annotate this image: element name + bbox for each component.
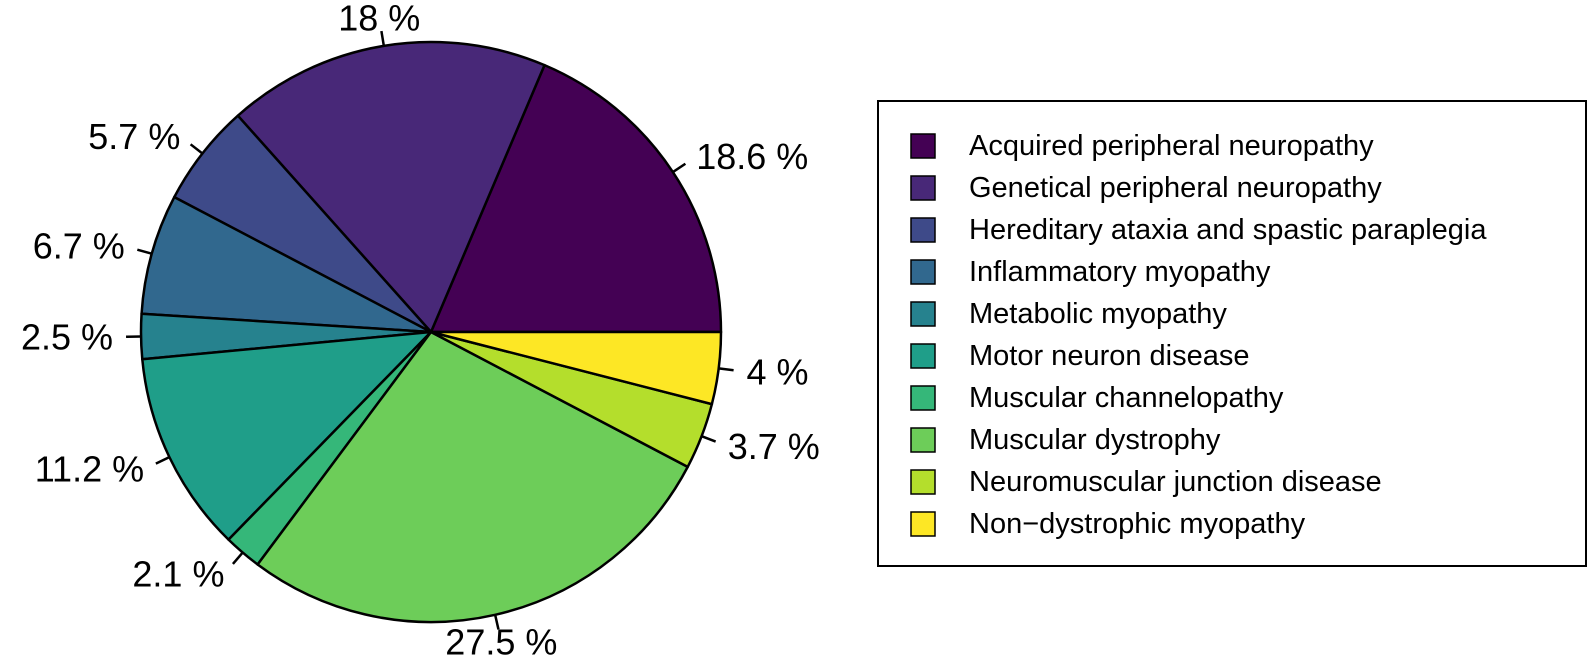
- pie-percent-label-10: 4 %: [746, 351, 808, 392]
- pie-percent-label-7: 2.1 %: [132, 553, 224, 594]
- legend-swatch-5: [910, 301, 936, 327]
- legend-swatch-9: [910, 469, 936, 495]
- legend-label-9: Neuromuscular junction disease: [969, 466, 1382, 498]
- legend-swatch-7: [910, 385, 936, 411]
- legend-box: [877, 100, 1587, 567]
- pie-tick-7: [231, 551, 244, 565]
- legend-label-4: Inflammatory myopathy: [969, 256, 1271, 288]
- legend-label-3: Hereditary ataxia and spastic paraplegia: [969, 214, 1487, 246]
- legend-label-5: Metabolic myopathy: [969, 298, 1227, 330]
- legend-label-1: Acquired peripheral neuropathy: [969, 130, 1374, 162]
- pie-percent-label-1: 18.6 %: [696, 136, 808, 177]
- legend-swatch-4: [910, 259, 936, 285]
- pie-tick-9: [701, 435, 717, 443]
- legend-swatch-1: [910, 133, 936, 159]
- pie-percent-label-8: 27.5 %: [445, 622, 557, 663]
- pie-percent-labels: 18.6 % 18 % 5.7 % 6.7 % 2.5 % 11.2 % 2.1 % 27.5…: [21, 0, 820, 663]
- pie-slice-2: [236, 40, 546, 334]
- legend-swatch-6: [910, 343, 936, 369]
- legend-swatch-8: [910, 427, 936, 453]
- pie-tick-10: [718, 367, 734, 372]
- legend-label-10: Non−dystrophic myopathy: [969, 508, 1306, 540]
- pie-slices: [139, 40, 723, 624]
- pie-tick-1: [672, 162, 687, 174]
- pie-tick-2: [380, 30, 386, 47]
- legend-label-2: Genetical peripheral neuropathy: [969, 172, 1382, 204]
- pie-percent-label-5: 2.5 %: [21, 316, 113, 357]
- pie-slice-4: [140, 195, 433, 334]
- pie-percent-label-9: 3.7 %: [728, 426, 820, 467]
- legend-label-8: Muscular dystrophy: [969, 424, 1221, 456]
- pie-label-ticks: [126, 30, 734, 630]
- pie-percent-label-6: 11.2 %: [35, 449, 144, 490]
- legend-swatch-10: [910, 511, 936, 537]
- pie-slice-8: [256, 330, 689, 624]
- pie-tick-8: [493, 614, 500, 630]
- pie-slice-6: [141, 330, 433, 541]
- legend-label-7: Muscular channelopathy: [969, 382, 1284, 414]
- pie-tick-6: [155, 455, 170, 465]
- legend-items: Acquired peripheral neuropathy Genetical …: [910, 130, 1487, 540]
- pie-percent-label-4: 6.7 %: [33, 226, 125, 267]
- legend: Acquired peripheral neuropathy Genetical …: [877, 100, 1587, 567]
- pie-percent-label-3: 5.7 %: [88, 116, 180, 157]
- pie-percent-label-2: 18 %: [338, 0, 420, 39]
- legend-label-6: Motor neuron disease: [969, 340, 1250, 372]
- pie-tick-3: [189, 143, 204, 155]
- pie-tick-4: [136, 248, 153, 255]
- legend-swatch-2: [910, 175, 936, 201]
- legend-swatch-3: [910, 217, 936, 243]
